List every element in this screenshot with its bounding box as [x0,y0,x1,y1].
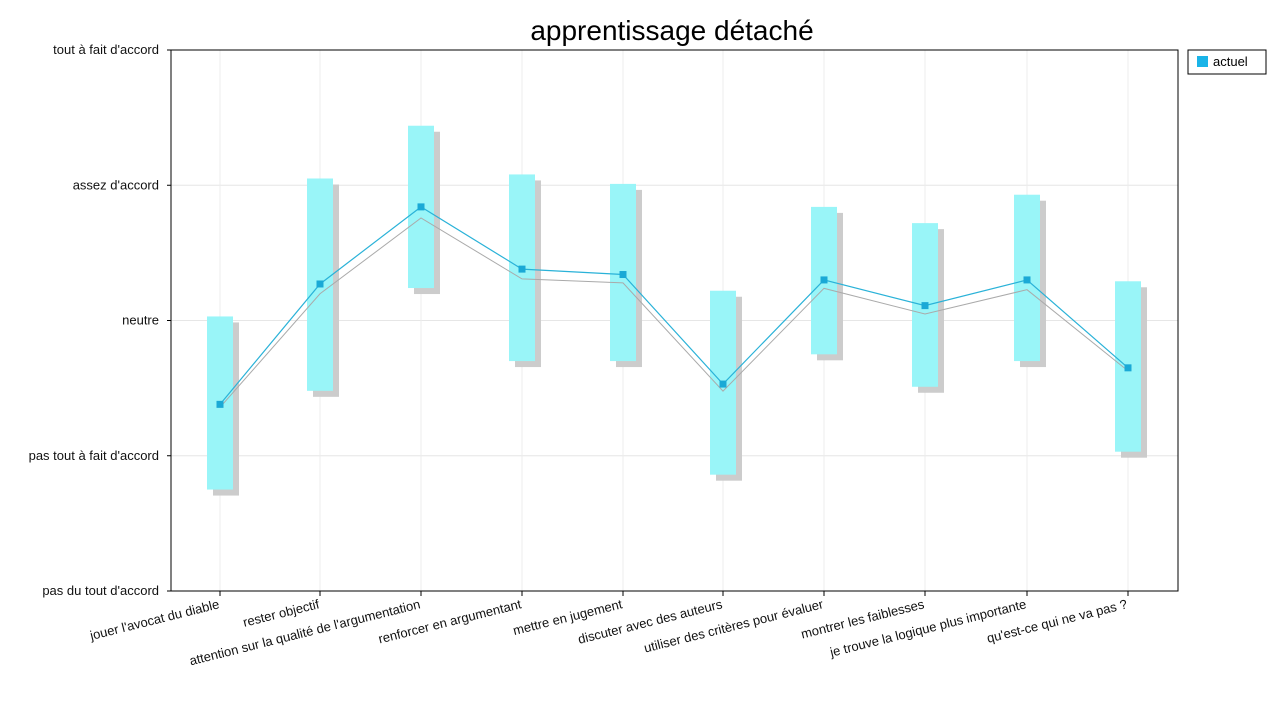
series-markers [217,203,1132,407]
legend-label: actuel [1213,54,1248,69]
data-point [418,203,425,210]
legend: actuel [1188,50,1266,74]
data-point [317,280,324,287]
data-point [217,401,224,408]
y-tick-label: assez d'accord [73,177,159,192]
data-point [720,381,727,388]
y-tick-label: neutre [122,313,159,328]
data-point [519,266,526,273]
x-tick-label: utiliser des critères pour évaluer [642,596,825,655]
x-tick-label: jouer l'avocat du diable [87,596,220,643]
chart-title: apprentissage détaché [530,15,813,46]
y-tick-label: pas tout à fait d'accord [29,448,159,463]
y-tick-label: tout à fait d'accord [53,42,159,57]
data-point [1125,364,1132,371]
y-axis: pas du tout d'accord pas tout à fait d'ac… [29,42,171,598]
data-point [620,271,627,278]
y-tick-label: pas du tout d'accord [42,583,159,598]
data-point [1024,276,1031,283]
x-axis: jouer l'avocat du diable rester objectifa… [87,591,1128,668]
data-point [821,276,828,283]
legend-swatch [1197,56,1208,67]
reference-line [220,218,1128,407]
data-point [922,302,929,309]
series-line-actuel [220,207,1128,404]
range-bars [207,126,1147,496]
